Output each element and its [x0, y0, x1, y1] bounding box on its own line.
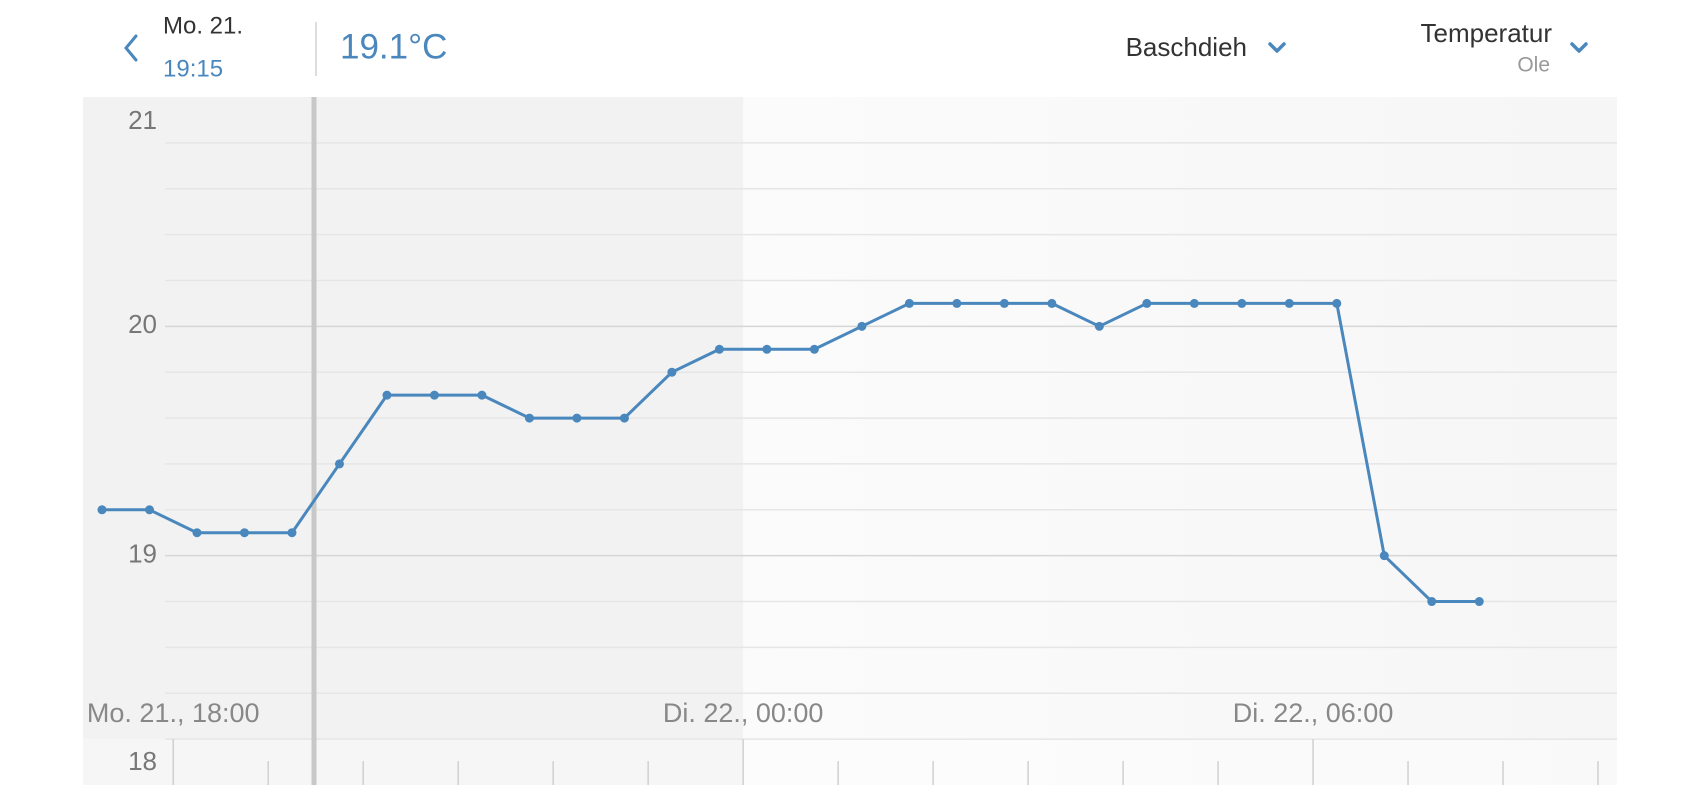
data-point: [952, 298, 962, 308]
current-value: 19.1°C: [340, 27, 447, 66]
series-line: [101, 301, 1480, 604]
data-point: [1142, 298, 1152, 308]
data-point: [904, 298, 914, 308]
data-point: [429, 390, 439, 400]
metric: Temperatur: [1421, 18, 1553, 48]
data-point: [1284, 298, 1294, 308]
data-point: [334, 459, 344, 469]
data-point: [192, 528, 202, 538]
data-point: [1427, 597, 1437, 607]
data-point: [762, 344, 772, 354]
x-tick-label: Di. 22., 00:00: [663, 698, 824, 728]
x-tick-label: Di. 22., 06:00: [1233, 698, 1394, 728]
data-point: [572, 413, 582, 423]
chart: 18 19 20 21 Mo. 21., 18:00 Di. 22., 00:00 Di. …: [83, 97, 1617, 785]
location: Baschdieh: [1126, 32, 1247, 62]
data-point: [857, 321, 867, 331]
data-point: [97, 505, 107, 515]
data-point: [809, 344, 819, 354]
data-point: [667, 367, 677, 377]
y-tick-label: 18: [128, 746, 157, 776]
data-point: [477, 390, 487, 400]
location-dropdown[interactable]: Baschdieh: [1126, 32, 1286, 62]
data-point: [1094, 321, 1104, 331]
data-point: [382, 390, 392, 400]
y-tick-label: 19: [128, 539, 157, 569]
data-point: [714, 344, 724, 354]
y-tick-label: 21: [128, 105, 157, 135]
data-point: [619, 413, 629, 423]
chevron: [1268, 42, 1286, 53]
metric-dropdown[interactable]: Temperatur Ole: [1421, 18, 1588, 77]
chevron: [1570, 42, 1588, 53]
data-point: [1474, 597, 1484, 607]
shaded-region: [83, 97, 744, 785]
data-point: [1379, 551, 1389, 561]
data-point: [287, 528, 297, 538]
axis-strip: [83, 739, 1617, 785]
data-point: [1332, 298, 1342, 308]
date: Mo. 21.: [163, 12, 243, 39]
person: Ole: [1517, 54, 1550, 77]
header: Mo. 21. 19:15 19.1°C Baschdieh Temperatu…: [124, 12, 1588, 82]
back-button[interactable]: [124, 34, 138, 62]
y-tick-label: 20: [128, 309, 157, 339]
data-point: [1047, 298, 1057, 308]
data-point: [1237, 298, 1247, 308]
data-point: [239, 528, 249, 538]
data-point: [144, 505, 154, 515]
data-point: [1189, 298, 1199, 308]
data-point: [524, 413, 534, 423]
data-point: [999, 298, 1009, 308]
x-tick-label: Mo. 21., 18:00: [87, 698, 260, 728]
time: 19:15: [163, 55, 223, 82]
